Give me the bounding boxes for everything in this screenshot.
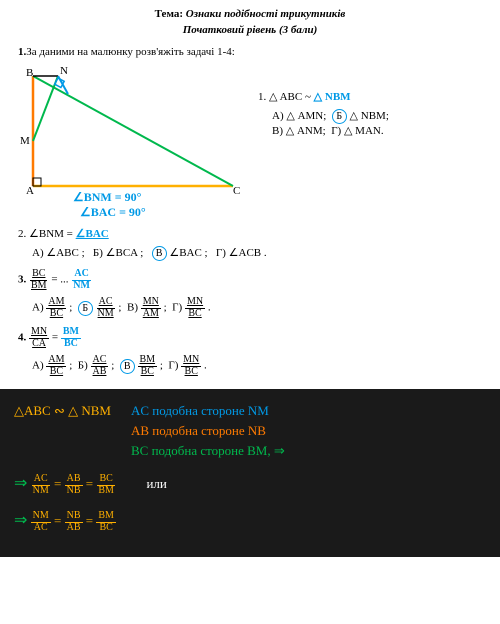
q1-optB: △ NBM; — [350, 110, 389, 122]
q3C-lbl: В) — [127, 302, 138, 314]
q4C-circle: В — [120, 359, 135, 374]
solution-panel: △ABC ∾ △ NBM AC подобна стороне NM AB по… — [0, 389, 500, 557]
q1-answer: △ NBM — [314, 91, 351, 103]
q1-optD: Г) △ MAN. — [331, 125, 383, 137]
q2-stem: 2. ∠BNM = — [18, 228, 73, 240]
question-2: 2. ∠BNM = ∠BAC — [18, 227, 482, 240]
prompt-num: 1. — [18, 46, 26, 58]
annot-bnm: ∠BNM = 90° — [73, 190, 142, 204]
q3B-n: AC — [97, 297, 115, 309]
vertex-A: A — [26, 185, 34, 197]
q3D-lbl: Г) — [172, 302, 182, 314]
sol-side2: AB подобна стороне NB — [131, 423, 285, 439]
e1ad: NM — [31, 486, 51, 497]
q4A-n: AM — [46, 355, 66, 367]
e2bd: AB — [65, 523, 83, 534]
q4B-lbl: Б) — [78, 360, 88, 372]
q4-lhs-n: MN — [29, 327, 49, 339]
sol-eq2: ⇒ NMAC = NBAB = BMBC — [14, 510, 486, 533]
q4D-n: MN — [181, 355, 201, 367]
q1-optB-circle: Б — [332, 109, 347, 124]
e1cd: BM — [96, 486, 116, 497]
q4-options: А) AMBC ; Б) ACAB ; В BMBC ; Г) MNBC . — [32, 355, 482, 377]
question-3: 3. BCBM = ... ACNM — [18, 269, 482, 291]
q1-row1: А) △ AMN; Б △ NBM; — [272, 109, 482, 124]
page-title: Тема: Ознаки подібності трикутників — [18, 8, 482, 20]
q4B-n: AC — [91, 355, 109, 367]
sol-side1: AC подобна стороне NM — [131, 403, 285, 419]
q3-options: А) AMBC ; Б ACNM ; В) MNAM ; Г) MNBC . — [32, 297, 482, 319]
e1cn: BC — [97, 474, 114, 486]
q2-optA: А) ∠ABC ; — [32, 247, 85, 259]
q2-optC: ∠BAC ; — [169, 247, 207, 259]
main-prompt: 1.За даними на малюнку розв'яжіть задачі… — [18, 46, 482, 58]
q3-num: 3. — [18, 274, 26, 286]
q3C-n: MN — [141, 297, 161, 309]
q4A-d: BC — [48, 367, 65, 378]
vertex-N: N — [60, 66, 68, 77]
sol-or: или — [146, 476, 166, 491]
q4-ans-n: BM — [61, 327, 81, 339]
vertex-B: B — [26, 67, 33, 79]
theme-text: Ознаки подібності трикутників — [186, 8, 346, 20]
q3D-d: BC — [186, 309, 203, 320]
vertex-M: M — [20, 135, 30, 147]
theme-label: Тема: — [155, 8, 183, 20]
q4D-d: BC — [183, 367, 200, 378]
arrow-icon-2: ⇒ — [14, 512, 27, 529]
q4C-d: BC — [139, 367, 156, 378]
q4C-n: BM — [138, 355, 158, 367]
q3B-circle: Б — [78, 301, 93, 316]
e2an: NM — [31, 511, 51, 523]
q3-lhs-n: BC — [30, 269, 47, 281]
q1-optC: В) △ ANM; — [272, 125, 326, 137]
q3C-d: AM — [141, 309, 161, 320]
q4A-lbl: А) — [32, 360, 44, 372]
q4-num: 4. — [18, 332, 26, 344]
e2cd: BC — [97, 523, 114, 534]
e2bn: NB — [65, 511, 83, 523]
sol-similarity: △ABC ∾ △ NBM — [14, 403, 111, 459]
q3-ans-d: NM — [71, 281, 92, 292]
e2cn: BM — [96, 511, 116, 523]
diagram-svg: A B C M N ∠BNM = 90° ∠BAC = 90° — [18, 66, 248, 221]
vertex-C: C — [233, 185, 240, 197]
q3A-d: BC — [48, 309, 65, 320]
arrow-icon: ⇒ — [14, 475, 27, 492]
e1bn: AB — [65, 474, 83, 486]
q4D-lbl: Г) — [168, 360, 178, 372]
e2ad: AC — [32, 523, 50, 534]
sol-side3: BC подобна стороне BM, ⇒ — [131, 443, 285, 459]
sol-eq1: ⇒ ACNM = ABNB = BCBM или — [14, 473, 486, 496]
triangle-diagram: A B C M N ∠BNM = 90° ∠BAC = 90° — [18, 66, 248, 221]
q4-ans-d: BC — [62, 339, 80, 350]
q2-optB: Б) ∠BCA ; — [93, 247, 143, 259]
q4B-d: AB — [91, 367, 109, 378]
annot-bac: ∠BAC = 90° — [80, 205, 146, 219]
q2-answer: ∠BAC — [76, 228, 109, 240]
q3D-n: MN — [185, 297, 205, 309]
q3B-d: NM — [96, 309, 116, 320]
q3-ans-n: AC — [72, 269, 90, 281]
question-1: 1. △ ABC ~ △ NBM А) △ AMN; Б △ NBM; В) △… — [258, 66, 482, 145]
subtitle: Початковий рівень (3 бали) — [18, 24, 482, 36]
question-4: 4. MNCA = BMBC — [18, 327, 482, 349]
e1an: AC — [32, 474, 50, 486]
q1-stem: 1. △ ABC ~ — [258, 91, 311, 103]
q2-optD: Г) ∠ACB . — [216, 247, 267, 259]
q1-optA: А) △ AMN; — [272, 110, 326, 122]
q3-lhs-d: BM — [29, 281, 49, 292]
q3A-lbl: А) — [32, 302, 44, 314]
q2-optC-circle: В — [152, 246, 167, 261]
q4-lhs-d: CA — [30, 339, 48, 350]
q1-row2: В) △ ANM; Г) △ MAN. — [272, 124, 482, 137]
prompt-text: За даними на малюнку розв'яжіть задачі 1… — [26, 46, 235, 58]
q3A-n: AM — [46, 297, 66, 309]
q2-options: А) ∠ABC ; Б) ∠BCA ; В ∠BAC ; Г) ∠ACB . — [32, 246, 482, 261]
e1bd: NB — [65, 486, 83, 497]
